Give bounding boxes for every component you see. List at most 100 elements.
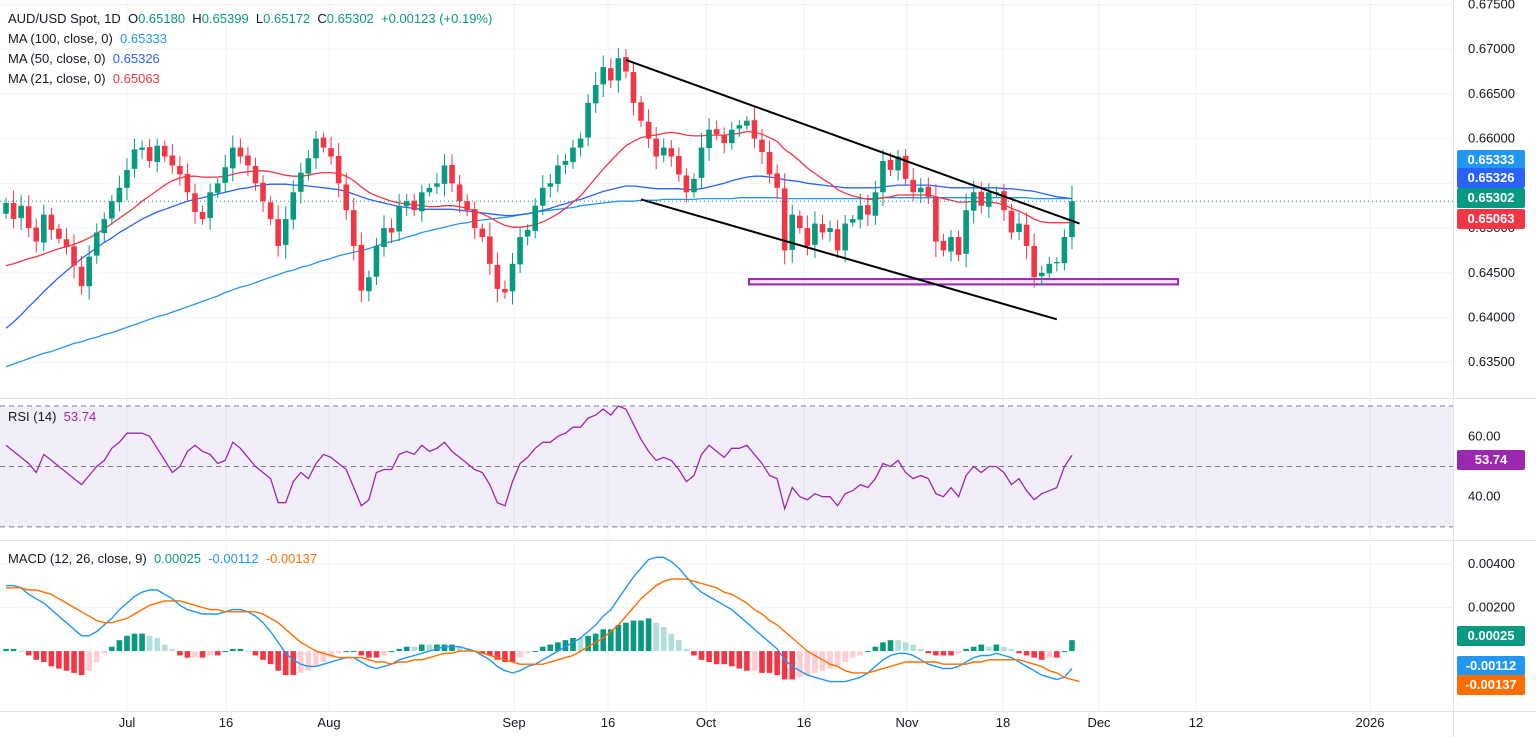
macd-histogram-bar [797,651,803,678]
candle-body [381,228,387,248]
candle-body [78,266,85,287]
ma50-legend[interactable]: MA (50, close, 0) 0.65326 [8,51,160,66]
macd-histogram-bar [305,651,312,671]
macd-histogram-bar [713,651,720,665]
macd-histogram-bar [494,651,501,660]
candle-down [260,175,266,212]
time-tick-label: Nov [895,715,919,730]
candle-body [713,129,720,135]
candle-down [464,194,470,217]
macd-histogram-bar [464,648,470,652]
candle-up [872,180,879,225]
candle-body [426,187,433,193]
candle-body [744,120,750,126]
macd-histogram-bar [902,642,909,652]
macd-histogram-bar [48,651,55,667]
candle-up [1069,185,1075,250]
ma50-value: 0.65326 [112,51,160,66]
candle-body [865,205,871,215]
low-value: 0.65172 [263,11,311,26]
candle-down [797,210,803,234]
macd-histogram-bar [169,648,176,652]
candle-down [781,173,788,265]
candle-body [759,139,765,153]
macd-histogram-bar [857,651,864,656]
candle-up [109,195,115,225]
macd-histogram-bar [1038,651,1045,660]
candle-body [343,184,349,211]
macd-histogram-bar [660,627,667,652]
macd-histogram-bar [895,640,901,652]
candle-down [350,198,357,261]
macd-histogram-bar [849,651,856,658]
candle-body [56,228,62,239]
candle-up [547,173,554,198]
candle-body [986,192,992,207]
candle-down [320,132,327,153]
macd-histogram-bar [131,633,138,652]
candle-body [872,192,879,216]
candle-body [487,236,493,264]
candle-up [691,173,697,198]
candle-down [774,164,780,199]
macd-histogram-bar [744,651,750,671]
macd-histogram-bar [381,651,387,656]
candle-up [849,215,856,227]
candle-body [1016,223,1022,233]
macd-histogram-bar [154,638,160,652]
macd-histogram-bar [948,651,954,656]
candle-up [524,224,531,246]
price-tick-label: 0.67000 [1468,41,1515,56]
macd-histogram-bar [683,648,690,652]
candle-body [676,155,682,175]
candle-up [282,206,289,259]
macd-histogram-bar [101,651,108,654]
macd-histogram-bar [933,651,939,656]
macd-histogram-bar [403,646,410,652]
rsi-legend[interactable]: RSI (14) 53.74 [8,409,97,424]
candle-body [698,147,705,178]
macd-histogram-bar [109,646,115,652]
candle-down [721,127,727,154]
ma100-badge: 0.65333 [1457,150,1525,170]
macd-histogram-bar [419,644,425,652]
candle-body [434,183,440,187]
candle-body [207,192,213,219]
candle-down [759,128,765,164]
candle-up [419,184,425,222]
candle-up [615,47,622,93]
macd-legend[interactable]: MACD (12, 26, close, 9) 0.00025 -0.00112… [8,551,318,566]
time-tick-label: Dec [1087,715,1111,730]
ma21-legend[interactable]: MA (21, close, 0) 0.65063 [8,71,160,86]
ma100-legend[interactable]: MA (100, close, 0) 0.65333 [8,31,168,46]
candle-body [192,193,198,212]
macd-histogram-bar [570,638,576,652]
candle-down [653,127,659,170]
lower-trendline [640,198,1058,321]
candle-body [812,223,818,245]
support-zone [748,278,1179,286]
candle-down [925,177,932,204]
candle-down [608,58,614,89]
macd-histogram-bar [925,651,932,654]
macd-badge: -0.00112 [1457,656,1525,676]
candle-down [199,205,206,225]
candle-body [668,148,675,157]
candle-body [282,219,289,245]
candle-down [910,168,916,201]
candle-down [177,155,183,186]
candle-body [638,102,644,121]
candle-up [827,220,833,242]
macd-histogram-bar [343,651,349,653]
macd-histogram-bar [555,642,561,652]
macd-histogram-bar [751,651,758,671]
candle-body [93,232,100,256]
candle-body [963,210,969,254]
candle-up [555,154,561,193]
candle-body [18,205,24,219]
candle-down [1023,212,1030,260]
ma100-value: 0.65333 [120,31,168,46]
macd-histogram-bar [373,651,380,658]
candle-body [290,192,297,220]
